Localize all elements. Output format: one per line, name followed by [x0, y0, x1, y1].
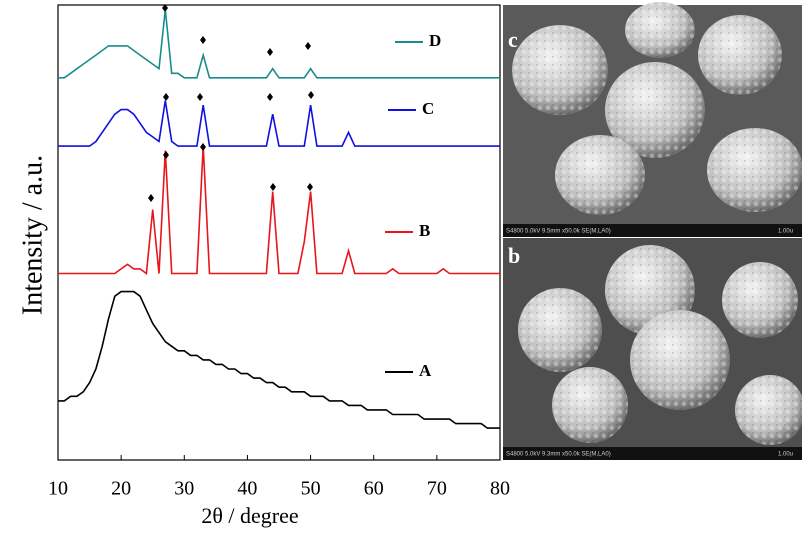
- info-bar: [503, 447, 802, 460]
- info-bar: [503, 224, 802, 237]
- peak-markers: [148, 4, 314, 202]
- scale-label: 1.00u: [778, 452, 793, 458]
- x-tick-label: 60: [364, 478, 384, 500]
- y-axis-label: Intensity / a.u.: [17, 155, 48, 315]
- particles: [518, 245, 802, 445]
- diamond: [162, 4, 311, 56]
- x-tick-label: 40: [237, 478, 257, 500]
- xrd-plot: [57, 4, 501, 461]
- sem-panel-b: S4800 5.0kV 9.3mm x50.0k SE(M,LA0) 1.00u…: [503, 238, 802, 460]
- legend-label: D: [429, 31, 441, 50]
- series-line: [58, 290, 500, 429]
- sem-panel-c: S4800 5.0kV 9.5mm x50.0k SE(M,LA0) 1.00u…: [503, 2, 802, 237]
- panel-label: b: [508, 243, 520, 268]
- panel-label: c: [508, 27, 518, 52]
- series-line: [58, 9, 500, 79]
- legend-label: A: [419, 361, 432, 380]
- x-tick-label: 30: [174, 478, 194, 500]
- particles: [512, 2, 802, 215]
- diamond: [163, 91, 314, 101]
- legend-label: C: [422, 99, 434, 118]
- diamond: [148, 143, 313, 202]
- series-line: [58, 100, 500, 147]
- plot-frame: [57, 4, 501, 461]
- x-tick-label: 50: [301, 478, 321, 500]
- x-tick-label: 70: [427, 478, 447, 500]
- sem-caption: S4800 5.0kV 9.5mm x50.0k SE(M,LA0): [506, 229, 611, 235]
- legend-label: B: [419, 221, 430, 240]
- x-tick-label: 80: [490, 478, 510, 500]
- sem-caption: S4800 5.0kV 9.3mm x50.0k SE(M,LA0): [506, 452, 611, 458]
- series-line: [58, 146, 500, 275]
- x-tick-label: 20: [111, 478, 131, 500]
- x-tick-label: 10: [48, 478, 68, 500]
- scale-label: 1.00u: [778, 229, 793, 235]
- x-axis-label: 2θ / degree: [201, 503, 298, 528]
